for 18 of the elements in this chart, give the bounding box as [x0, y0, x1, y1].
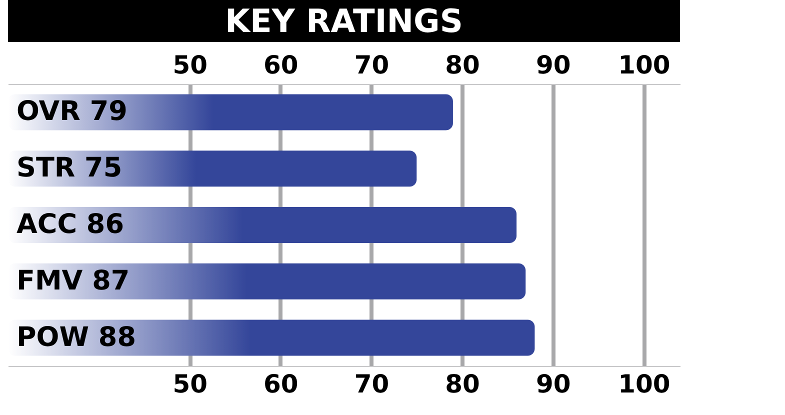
y-tick-label: POW 88 [16, 322, 136, 353]
x-tick-label: 90 [536, 370, 571, 398]
y-tick-label: FMV 87 [16, 265, 130, 296]
y-tick-label: OVR 79 [16, 96, 128, 128]
x-tick-label: 70 [354, 370, 390, 398]
x2-tick-label: 70 [354, 50, 390, 80]
x2-tick-label: 60 [264, 50, 298, 80]
x2-tick-label: 80 [445, 50, 480, 80]
y-tick-label: ACC 86 [16, 209, 124, 240]
x-tick-label: 50 [172, 370, 208, 398]
x2-tick-label: 90 [536, 50, 571, 80]
x-tick-label: 100 [618, 370, 670, 398]
x2-tick-label: 50 [172, 50, 208, 80]
y-tick-label: STR 75 [16, 152, 122, 184]
x-tick-label: 80 [445, 370, 480, 398]
x-tick-label: 60 [264, 370, 298, 398]
chart-title: KEY RATINGS [8, 0, 680, 42]
x2-tick-label: 100 [618, 50, 670, 80]
